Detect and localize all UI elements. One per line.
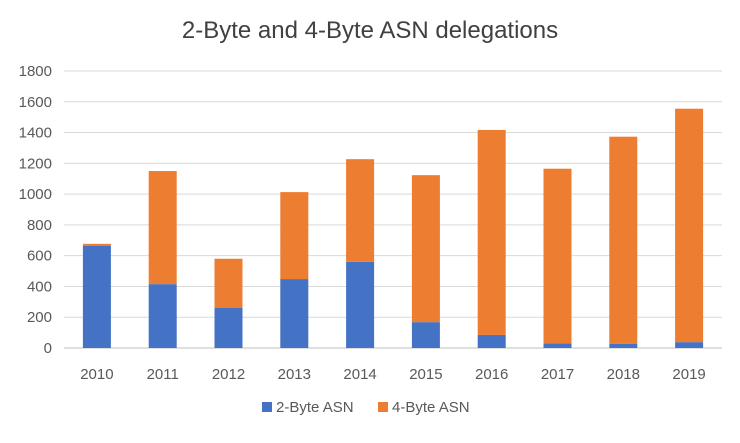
y-tick-label: 200 bbox=[27, 309, 52, 326]
x-axis-ticks: 2010 2011 2012 2013 2014 2015 2016 2017 2018 2019 bbox=[80, 366, 706, 383]
bar-2byte-2019 bbox=[675, 342, 704, 348]
y-tick-label: 400 bbox=[27, 278, 52, 295]
x-tick-label: 2011 bbox=[147, 366, 179, 383]
legend: 2-Byte ASN 4-Byte ASN bbox=[262, 399, 470, 416]
y-tick-label: 800 bbox=[27, 217, 52, 234]
bar-4byte-2010 bbox=[82, 243, 111, 246]
bar-2byte-2011 bbox=[148, 284, 177, 348]
bar-4byte-2012 bbox=[214, 258, 243, 308]
bars bbox=[82, 108, 704, 348]
x-tick-label: 2013 bbox=[278, 366, 311, 383]
bar-2byte-2018 bbox=[609, 343, 638, 348]
bar-2byte-2017 bbox=[543, 343, 572, 348]
bar-4byte-2011 bbox=[148, 171, 177, 285]
legend-swatch bbox=[262, 402, 272, 412]
x-tick-label: 2010 bbox=[80, 366, 113, 383]
y-tick-label: 1000 bbox=[19, 186, 52, 203]
x-tick-label: 2015 bbox=[409, 366, 442, 383]
bar-2byte-2015 bbox=[411, 322, 440, 348]
bar-2byte-2013 bbox=[280, 279, 309, 348]
bar-4byte-2016 bbox=[477, 129, 506, 335]
legend-swatch bbox=[378, 402, 388, 412]
bar-4byte-2014 bbox=[346, 159, 375, 262]
x-tick-label: 2014 bbox=[343, 366, 376, 383]
bar-2byte-2010 bbox=[82, 245, 111, 348]
bar-2byte-2014 bbox=[346, 261, 375, 348]
bar-2byte-2012 bbox=[214, 307, 243, 348]
x-tick-label: 2016 bbox=[475, 366, 508, 383]
bar-4byte-2017 bbox=[543, 168, 572, 344]
y-tick-label: 0 bbox=[44, 340, 52, 357]
y-tick-label: 1600 bbox=[19, 94, 52, 111]
bar-4byte-2019 bbox=[675, 108, 704, 343]
bar-2byte-2016 bbox=[477, 334, 506, 348]
legend-label: 4-Byte ASN bbox=[392, 399, 470, 416]
x-tick-label: 2019 bbox=[672, 366, 705, 383]
y-tick-label: 600 bbox=[27, 248, 52, 265]
bar-4byte-2013 bbox=[280, 192, 309, 280]
y-tick-label: 1200 bbox=[19, 155, 52, 172]
y-tick-label: 1400 bbox=[19, 125, 52, 142]
x-tick-label: 2017 bbox=[541, 366, 574, 383]
x-tick-label: 2012 bbox=[212, 366, 245, 383]
legend-label: 2-Byte ASN bbox=[276, 399, 354, 416]
y-axis-ticks: 0 200 400 600 800 1000 1200 1400 1600 1800 bbox=[19, 63, 52, 357]
y-tick-label: 1800 bbox=[19, 63, 52, 80]
chart-title: 2-Byte and 4-Byte ASN delegations bbox=[182, 17, 558, 44]
bar-4byte-2015 bbox=[411, 175, 440, 323]
bar-4byte-2018 bbox=[609, 136, 638, 344]
x-tick-label: 2018 bbox=[607, 366, 640, 383]
